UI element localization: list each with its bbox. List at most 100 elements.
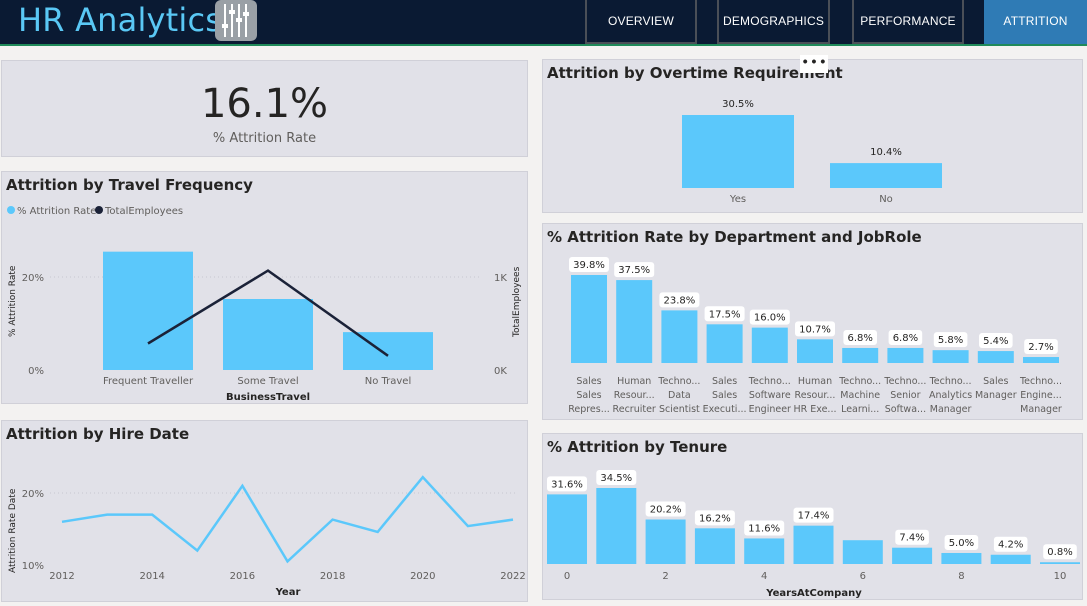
bar-jobrole[interactable]: [616, 280, 653, 363]
bar-attrition[interactable]: [343, 332, 433, 370]
x-tick-label: Manager: [975, 390, 1017, 401]
app-title: HR Analytics: [18, 1, 223, 39]
panel-title: Attrition by Overtime Requirement: [547, 64, 843, 82]
panel-title: % Attrition Rate by Department and JobRo…: [547, 228, 922, 246]
x-tick-label: 2020: [410, 571, 435, 582]
department-jobrole-panel: % Attrition Rate by Department and JobRo…: [542, 223, 1083, 420]
data-label: 31.6%: [551, 479, 583, 490]
panel-title: Attrition by Hire Date: [6, 425, 190, 443]
overtime-panel: Attrition by Overtime Requirement 30.5% Y…: [542, 59, 1083, 213]
bar-tenure[interactable]: [1040, 562, 1080, 564]
data-label-bg: [933, 332, 968, 348]
data-label-bg: [645, 501, 686, 517]
data-label: 10.4%: [870, 147, 902, 158]
bar-overtime[interactable]: [682, 115, 794, 188]
bar-attrition[interactable]: [223, 299, 313, 370]
x-tick-label: No: [879, 194, 893, 205]
legend-attrition-marker: [7, 206, 15, 214]
bar-tenure[interactable]: [645, 519, 686, 564]
travel-chart: % Attrition Rate TotalEmployees % Attrit…: [7, 206, 522, 403]
data-label-bg: [793, 507, 834, 523]
x-axis-label: BusinessTravel: [226, 392, 310, 403]
x-tick-label: Scientist: [659, 404, 700, 415]
data-label: 16.2%: [699, 513, 731, 524]
bar-jobrole[interactable]: [887, 347, 924, 363]
x-tick-label: Engine...: [1020, 390, 1062, 401]
data-label-bg: [659, 292, 700, 308]
bar-tenure[interactable]: [892, 547, 933, 564]
x-tick-label: Software: [749, 390, 791, 401]
y2-tick: 0K: [494, 366, 507, 377]
data-label: 37.5%: [618, 265, 650, 276]
y-tick: 20%: [22, 489, 44, 500]
total-employees-line[interactable]: [147, 269, 389, 357]
tab-performance[interactable]: PERFORMANCE: [852, 0, 964, 44]
x-tick-label: Techno...: [929, 376, 972, 387]
x-tick-label: 10: [1054, 571, 1067, 582]
bar-jobrole[interactable]: [1023, 357, 1059, 363]
kpi-card: 16.1% % Attrition Rate: [1, 60, 528, 157]
x-tick-label: 2: [662, 571, 668, 582]
bar-tenure[interactable]: [694, 528, 735, 564]
data-label: 5.4%: [983, 336, 1008, 347]
bar-jobrole[interactable]: [661, 310, 698, 363]
data-label: 6.8%: [893, 333, 918, 344]
data-label: 5.0%: [949, 538, 974, 549]
data-label-bg: [596, 470, 637, 485]
attrition-line[interactable]: [61, 475, 514, 564]
x-tick-label: Machine: [840, 390, 880, 401]
y-tick: 20%: [22, 273, 44, 284]
bar-jobrole[interactable]: [571, 275, 607, 363]
y2-tick: 1K: [494, 273, 507, 284]
data-label: 16.0%: [754, 313, 786, 324]
x-tick-label: Human: [798, 376, 832, 387]
x-tick-label: Some Travel: [237, 376, 298, 387]
top-bar: HR Analytics OVERVIEW DEMOGRAPHICS PERFO…: [0, 0, 1087, 46]
x-tick-label: Sales: [576, 376, 601, 387]
x-tick-label: Frequent Traveller: [103, 376, 194, 387]
data-label: 2.7%: [1028, 342, 1053, 353]
bar-tenure[interactable]: [941, 552, 982, 564]
data-label-bg: [888, 329, 923, 345]
x-tick-label: Data: [668, 390, 691, 401]
legend-employees-marker: [95, 206, 103, 214]
bar-jobrole[interactable]: [842, 347, 879, 363]
data-label-bg: [944, 534, 979, 550]
more-options-button[interactable]: • • •: [800, 54, 828, 73]
x-tick-label: 4: [761, 571, 767, 582]
x-tick-label: Techno...: [748, 376, 791, 387]
data-label: 7.4%: [899, 533, 924, 544]
bar-jobrole[interactable]: [797, 339, 833, 363]
bar-tenure[interactable]: [547, 494, 587, 564]
y-axis-label: Attrition Rate Date: [8, 488, 18, 573]
bar-tenure[interactable]: [842, 540, 883, 564]
hire-date-panel: Attrition by Hire Date Attrition Rate Da…: [1, 420, 528, 602]
bar-tenure[interactable]: [596, 488, 637, 564]
bar-jobrole[interactable]: [706, 324, 743, 363]
data-label-bg: [895, 529, 929, 545]
data-label: 11.6%: [748, 523, 780, 534]
bar-jobrole[interactable]: [751, 327, 788, 363]
legend-attrition-label[interactable]: % Attrition Rate: [17, 206, 96, 217]
x-tick-label: 2016: [230, 571, 255, 582]
legend-employees-label[interactable]: TotalEmployees: [104, 206, 183, 217]
tab-demographics[interactable]: DEMOGRAPHICS: [717, 0, 830, 44]
bar-tenure[interactable]: [990, 554, 1031, 564]
data-label-bg: [843, 329, 877, 345]
tab-attrition[interactable]: ATTRITION: [984, 0, 1087, 44]
data-label: 6.8%: [847, 333, 872, 344]
bar-tenure[interactable]: [793, 525, 834, 564]
x-tick-label: 2012: [49, 571, 74, 582]
bar-tenure[interactable]: [744, 538, 785, 564]
tab-overview[interactable]: OVERVIEW: [585, 0, 697, 44]
x-tick-label: 6: [860, 571, 866, 582]
data-label: 17.4%: [798, 511, 830, 522]
x-tick-label: Repres...: [568, 404, 610, 415]
bar-attrition[interactable]: [103, 251, 193, 370]
x-tick-label: Manager: [1020, 404, 1062, 415]
bar-jobrole[interactable]: [932, 350, 969, 363]
travel-frequency-panel: Attrition by Travel Frequency % Attritio…: [1, 171, 528, 404]
bar-jobrole[interactable]: [977, 351, 1014, 363]
x-tick-label: Manager: [930, 404, 972, 415]
bar-overtime[interactable]: [830, 163, 942, 188]
